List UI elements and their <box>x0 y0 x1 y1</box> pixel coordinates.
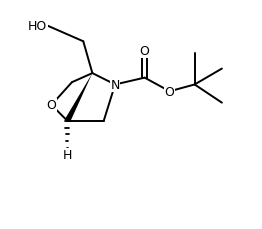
Polygon shape <box>65 74 92 123</box>
Text: O: O <box>47 99 56 112</box>
Text: HO: HO <box>28 20 47 33</box>
Text: O: O <box>165 85 174 98</box>
Text: N: N <box>110 79 120 92</box>
Text: O: O <box>140 45 150 58</box>
Text: H: H <box>63 149 72 162</box>
